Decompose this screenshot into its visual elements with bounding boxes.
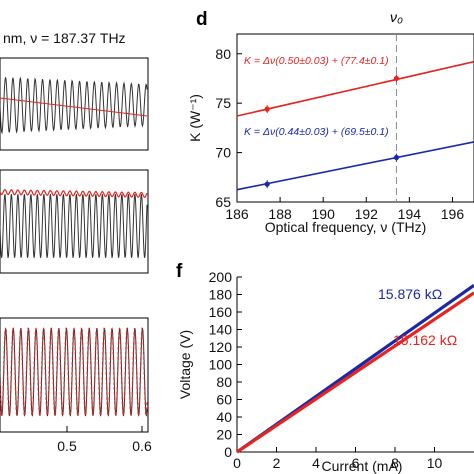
chart-d-fit-line [236,60,474,117]
chart-d-xtick-label: 190 [312,206,336,222]
left-xtick-0.5: 0.5 [57,438,77,454]
left-xtick-0.6: 0.6 [132,438,152,454]
chart-f-ytick-label: 80 [216,374,232,390]
chart-f-ytick-label: 60 [216,392,232,408]
chart-d-frame [236,33,474,203]
chart-f-series-line [236,291,474,454]
waveform-3 [0,327,148,417]
waveform-box-3 [0,317,149,433]
waveform-2-trace [0,194,148,258]
chart-f-ytick-label: 160 [209,304,233,320]
chart-f-ytick-label: 180 [209,287,233,303]
chart-f-xtick-label: 4 [312,455,320,471]
chart-d: 186 188 190 192 194 196 65 70 75 80 Optical freque… [187,9,474,235]
chart-f: 0 2 4 6 8 10020406080100120140160180200Curren… [177,269,474,474]
panel-label-d: d [196,9,208,30]
left-top-label: nm, ν = 187.37 THz [3,30,126,46]
chart-d-xtick-label: 192 [355,206,379,222]
chart-d-xtick-label: 186 [225,206,249,222]
chart-f-series-label: 15.162 kΩ [393,332,457,348]
waveform-1-trend [0,97,148,117]
chart-f-ytick-label: 0 [224,444,232,460]
chart-f-xtick-label: 0 [233,455,241,471]
waveform-2-envelope [0,189,148,198]
waveform-1 [0,76,148,135]
chart-f-ytick-label: 40 [216,409,232,425]
chart-f-xtick-label: 2 [273,455,281,471]
chart-f-series-label: 15.876 kΩ [378,286,442,302]
panel-label-f: f [176,261,183,282]
chart-d-ytick-label: 65 [215,194,231,210]
chart-f-ytick-label: 140 [209,322,233,338]
chart-d-ylabel: K (W⁻¹) [187,94,203,142]
chart-d-xtick-label: 194 [398,206,422,222]
chart-d-xtick-label: 196 [441,206,465,222]
waveform-1-trace [0,76,148,135]
chart-d-ytick-label: 75 [215,95,231,111]
waveform-3-fit [0,327,148,417]
chart-f-ylabel: Voltage (V) [177,330,193,399]
chart-d-xtick-label: 188 [268,206,292,222]
chart-f-ytick-label: 100 [209,357,233,373]
chart-f-xlabel: Current (mA) [322,458,403,474]
chart-f-xtick-label: 10 [427,455,443,471]
waveform-2 [0,189,148,258]
chart-d-equation: K = Δν(0.50±0.03) + (77.4±0.1) [244,55,389,67]
waveform-box-1 [0,57,149,151]
chart-d-ytick-label: 70 [215,145,231,161]
chart-d-equation: K = Δν(0.44±0.03) + (69.5±0.1) [244,126,389,138]
chart-f-ytick-label: 120 [209,339,233,355]
chart-d-ytick-label: 80 [215,46,231,62]
chart-d-xlabel: Optical frequency, ν (THz) [265,219,427,235]
chart-f-ytick-label: 20 [216,427,232,443]
chart-d-fit-line [236,141,474,191]
left-panels: nm, ν = 187.37 THz 0.5 0.6 [0,30,152,454]
chart-f-xtick-label: 8 [391,455,399,471]
chart-f-xtick-label: 6 [352,455,360,471]
chart-d-nu0-label: ν₀ [390,9,403,25]
waveform-box-2 [0,169,149,274]
chart-f-ytick-label: 200 [209,269,233,285]
